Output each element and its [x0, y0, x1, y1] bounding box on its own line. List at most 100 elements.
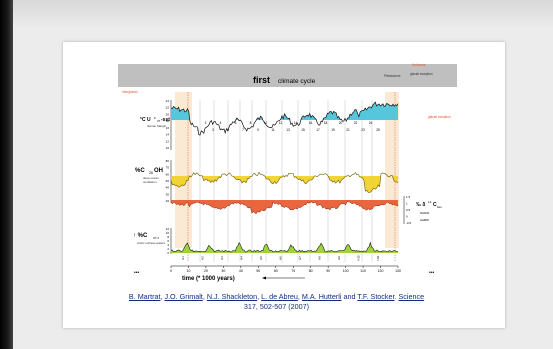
label-nadw: NADW — [420, 211, 429, 215]
citation-author-4[interactable]: L. de Abreu — [261, 292, 298, 301]
label-c26-caption2: ventilation — [143, 180, 157, 184]
viewer-top-shade — [13, 0, 553, 28]
heinrich-label: H4 — [240, 256, 244, 260]
slide-page — [63, 42, 505, 328]
figure-title-rest: climate cycle — [278, 78, 316, 85]
ventilation-fill-area — [171, 176, 398, 193]
ventilation-line — [170, 171, 399, 193]
x-axis-label: time (* 1000 years) — [182, 276, 235, 282]
label-c26: %C — [135, 168, 145, 174]
d13c-tick-label: 0 — [406, 215, 408, 219]
stadial-number: 16 — [309, 121, 313, 125]
x-tick-label: 80 — [309, 269, 313, 273]
label-d13c: ‰ δ — [416, 202, 425, 208]
label-c37: ↑ %C — [133, 233, 148, 239]
benthic-fill-area — [171, 200, 398, 214]
c37-tick-label: 4 — [167, 243, 169, 247]
figure-title-bold: first — [253, 75, 270, 85]
stadial-number: 25 — [376, 128, 380, 132]
heinrich-label: H2 — [201, 256, 205, 260]
d13c-tick-label: 1 — [406, 202, 408, 206]
figure-header-bar — [118, 64, 457, 87]
label-uk-caption: Iberian Margin — [147, 124, 167, 128]
panel-c374: ↑ %C 37:4 Arctic surface-waters 12108642… — [133, 227, 398, 255]
x-tick-label: 120 — [378, 269, 384, 273]
label-uk-sub: k' — [154, 116, 157, 120]
citation-author-2[interactable]: J.O. Grimalt — [164, 292, 203, 301]
citation-author-1[interactable]: B. Martrat — [128, 292, 161, 301]
label-aabw: AABW — [420, 218, 429, 222]
stadial-number: 8 — [250, 121, 252, 125]
heinrich-labels: H1 H2 H3 H4 H5 H6 H7 H8 H9 H10 H11 — [181, 255, 380, 261]
heinrich-label: H5 — [259, 256, 263, 260]
x-tick-label: 10 — [187, 269, 191, 273]
stadial-number: 4 — [220, 121, 222, 125]
stadial-number: 14 — [294, 121, 298, 125]
panel-uk-sst: °C U k' 37 -sst Iberian Margin 242220181… — [140, 99, 399, 150]
label-c26-rest: OH — [154, 168, 163, 174]
stadial-number: 15 — [301, 128, 305, 132]
stadial-number: 13 — [286, 128, 290, 132]
stadial-number: 9 — [257, 128, 259, 132]
stadial-number: 21 — [346, 128, 350, 132]
uk-tick-label: 20 — [166, 112, 170, 116]
uk-tick-label: 24 — [166, 99, 170, 103]
uk-tick-label: 18 — [166, 119, 170, 123]
stadial-number: 7 — [242, 128, 244, 132]
label-c37-caption: Arctic surface-waters — [137, 241, 166, 245]
heinrich-label: H6 — [279, 256, 283, 260]
x-tick-label: 60 — [274, 269, 278, 273]
x-tick-label: 30 — [221, 269, 225, 273]
note-interglacial: Interglacial — [122, 90, 138, 94]
c37-tick-label: 10 — [166, 231, 170, 235]
uk-tick-label: 14 — [166, 133, 170, 137]
uk-tick-label: 22 — [166, 106, 170, 110]
label-uk: °C U — [140, 117, 151, 123]
x-axis: 0 10 20 30 40 50 60 70 80 90 100 110 120 130 time (* … — [170, 265, 401, 282]
citation-and: and — [343, 292, 356, 301]
x-tick-label: 70 — [291, 269, 295, 273]
d13c-tick-label: -0.5 — [406, 221, 412, 225]
c26-tick-label: 30 — [166, 192, 170, 196]
x-tick-label: 90 — [326, 269, 330, 273]
uk-tick-label: 12 — [166, 139, 170, 143]
heinrich-label: H9 — [337, 256, 341, 260]
x-tick-label: 110 — [360, 269, 366, 273]
label-d13c-sup: 13 — [428, 200, 432, 204]
panel-d13c: ‰ δ 13 C ben NADW AABW 1.5 1 0.5 0 -0.5 — [170, 195, 442, 225]
warm-band-termination-2 — [385, 92, 399, 248]
heinrich-label: H7 — [298, 256, 302, 260]
stadial-number: 12 — [279, 121, 283, 125]
stadial-number: 20 — [339, 121, 343, 125]
citation-author-6[interactable]: T.F. Stocker — [357, 292, 395, 301]
note-pleistocene: Pleistocene — [384, 74, 401, 78]
heinrich-label: H1 — [181, 256, 185, 260]
citation-line-1: B. Martrat, J.O. Grimalt, N.J. Shackleto… — [128, 292, 425, 301]
heinrich-label: H3 — [220, 256, 224, 260]
stadial-number: 6 — [235, 121, 237, 125]
stadial-number: 17 — [316, 128, 320, 132]
stadial-number: 10 — [264, 121, 268, 125]
x-tick-label: 20 — [204, 269, 208, 273]
panel-c26oh: %C 26 OH deep ocean ventilation 80 70 60 50… — [135, 159, 399, 203]
stadial-lines — [199, 100, 373, 262]
uk-ticks: 24 22 20 18 16 14 12 10 — [166, 99, 170, 150]
stadial-numbers: 1234567891011121314151617181920212223242… — [197, 121, 380, 132]
sst-fill-area — [171, 102, 398, 120]
x-tick-label: 0 — [170, 269, 172, 273]
d13c-tick-label: 1.5 — [406, 195, 411, 199]
uk-tick-label: 10 — [166, 146, 170, 150]
x-tick-label: 130 — [395, 269, 401, 273]
c26-tick-label: 50 — [166, 179, 170, 183]
stadial-number: 18 — [324, 121, 328, 125]
citation-journal[interactable]: Science — [398, 292, 425, 301]
x-tick-label: 50 — [256, 269, 260, 273]
citation-author-3[interactable]: N.J. Shackleton — [206, 292, 258, 301]
citation: B. Martrat, J.O. Grimalt, N.J. Shackleto… — [0, 292, 553, 312]
stadial-number: 5 — [227, 128, 229, 132]
heinrich-label: H10 — [357, 255, 361, 261]
label-d13c-sub: ben — [437, 205, 442, 209]
label-c37-sub: 37:4 — [153, 236, 159, 240]
citation-author-5[interactable]: M.A. Hutterli — [301, 292, 342, 301]
